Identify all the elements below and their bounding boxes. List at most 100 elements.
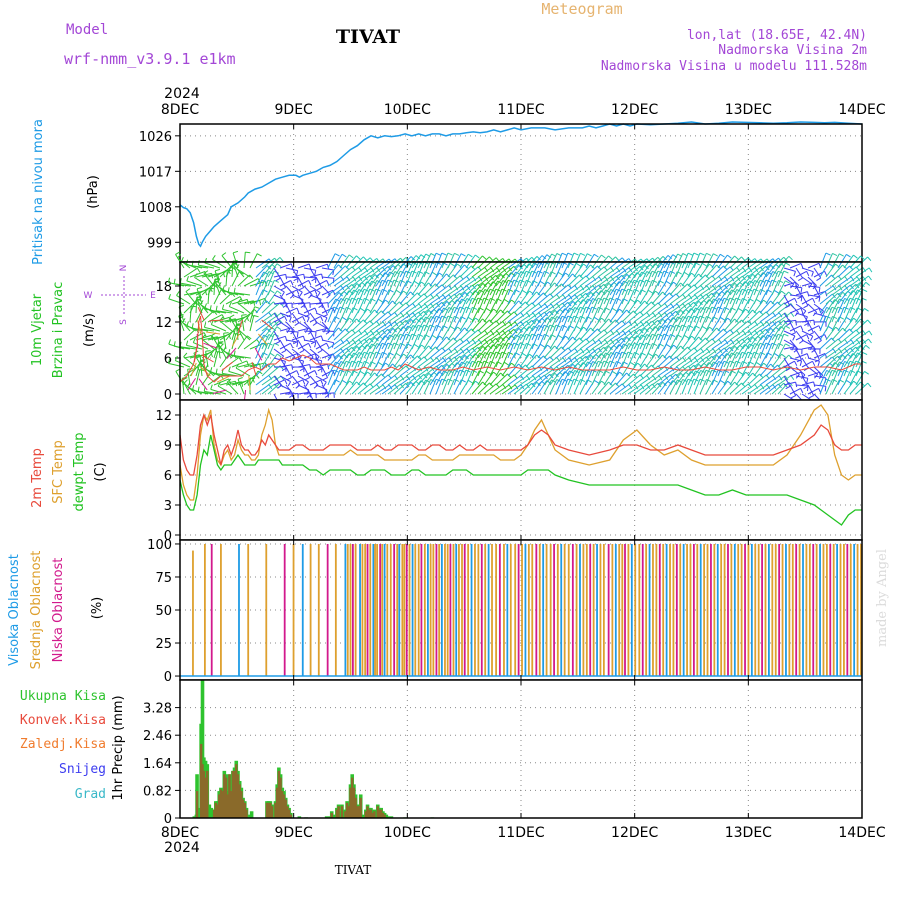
wind-barb <box>501 384 519 395</box>
wind-barb <box>771 375 789 386</box>
wind-barb <box>214 268 221 287</box>
wind-barb <box>369 384 387 395</box>
wind-barb <box>465 346 482 359</box>
wind-barb <box>591 339 609 350</box>
wind-barb <box>303 353 318 359</box>
top-date-label: 8DEC <box>161 102 200 118</box>
wind-barb-strong <box>206 331 221 335</box>
wind-barb-strong <box>198 378 208 391</box>
wind-barb <box>843 283 860 296</box>
wind-barb <box>297 339 305 354</box>
wind-barb <box>363 309 379 323</box>
wind-barb <box>735 337 752 350</box>
wind-barb <box>597 276 615 287</box>
wind-barb-strong <box>187 377 196 391</box>
wind-barb <box>771 279 784 296</box>
wind-barb <box>303 366 311 381</box>
top-year-label: 2024 <box>164 86 200 102</box>
wind-barb <box>717 346 734 359</box>
precip-conv-bar <box>226 794 229 818</box>
wind-barb <box>369 373 386 386</box>
wind-barb <box>501 351 514 368</box>
wind-barb <box>573 355 590 368</box>
precip-ylabel: 1hr Precip (mm) <box>111 695 126 800</box>
wind-barb <box>531 292 548 305</box>
wind-barb <box>273 285 285 297</box>
wind-barb <box>387 312 405 323</box>
precip-conv-bar <box>204 777 207 818</box>
wind-barb <box>236 323 245 341</box>
precip-conv-bar <box>238 784 241 818</box>
wind-barb <box>339 339 357 350</box>
wind-barb <box>285 353 300 359</box>
wind-barb <box>459 276 477 287</box>
model-label: Model <box>66 22 108 38</box>
wind-barb <box>477 319 494 332</box>
wind-barb <box>429 252 441 269</box>
precip-conv-bar <box>212 809 216 818</box>
wind-barb <box>351 319 368 332</box>
wind-barb <box>315 312 328 323</box>
precip-conv-bar <box>356 806 359 818</box>
wind-barb <box>747 373 764 386</box>
wind-barb <box>231 333 241 350</box>
wind-barb <box>657 292 674 305</box>
precip-conv-bar <box>195 791 199 818</box>
wind-barb <box>447 348 465 359</box>
bottom-date-axis: 8DEC 9DEC 10DEC 11DEC 12DEC 13DEC 14DEC <box>161 825 886 841</box>
wind-barb <box>285 307 300 314</box>
precip-conv-bar <box>282 794 286 818</box>
wind-barb <box>399 375 417 386</box>
precip-conv-bar <box>379 809 383 818</box>
wind-barb <box>285 289 300 296</box>
wind-barb <box>351 330 369 341</box>
wind-barb <box>615 267 633 278</box>
wind-barb <box>303 303 310 318</box>
wind-barb <box>297 302 311 308</box>
precip-conv-bar <box>216 804 219 818</box>
wind-barb <box>285 339 299 348</box>
wind-barb <box>711 265 728 278</box>
wind-barb <box>813 384 827 392</box>
wind-barb <box>819 285 837 296</box>
wind-barb <box>567 252 579 269</box>
wind-barb <box>315 342 330 350</box>
wind-barb <box>819 252 831 269</box>
wind-barb <box>183 267 201 278</box>
wind-barb <box>585 339 603 350</box>
wind-barb <box>267 279 280 296</box>
precip-conv-bar <box>340 806 344 818</box>
wind-barb <box>309 330 317 345</box>
wind-barb <box>519 382 536 395</box>
wind-barb <box>765 312 783 323</box>
wind-barb <box>235 363 251 377</box>
wind-barb-strong <box>197 320 202 335</box>
wind-barb <box>357 297 370 314</box>
wind-barb <box>261 264 277 278</box>
wind-barb <box>801 360 816 368</box>
wind-barb <box>729 267 747 278</box>
wind-barb <box>753 351 766 368</box>
wind-barb <box>249 306 260 323</box>
wind-barb <box>279 342 294 350</box>
top-date-label: 9DEC <box>275 102 314 118</box>
wind-barb <box>187 368 193 386</box>
wind-barb <box>819 274 836 287</box>
wind-barb <box>591 369 604 386</box>
wind-barb <box>711 328 728 341</box>
wind-barb <box>627 288 640 305</box>
wind-ytick-label: 12 <box>155 316 172 331</box>
wind-barb <box>801 267 814 277</box>
precip-conv-bar <box>371 812 374 818</box>
wind-barb <box>279 339 287 354</box>
compass-e: E <box>150 291 156 301</box>
precip-conv-bar <box>221 791 224 818</box>
pressure-ytick-label: 999 <box>147 236 172 251</box>
wind-barb-strong <box>237 319 243 334</box>
wind-barb <box>375 288 388 305</box>
wind-barb <box>783 267 796 277</box>
wind-barb <box>423 294 441 305</box>
wind-barb <box>447 285 465 296</box>
wind-barb <box>393 375 411 386</box>
cloud-ytick-label: 100 <box>147 538 172 553</box>
